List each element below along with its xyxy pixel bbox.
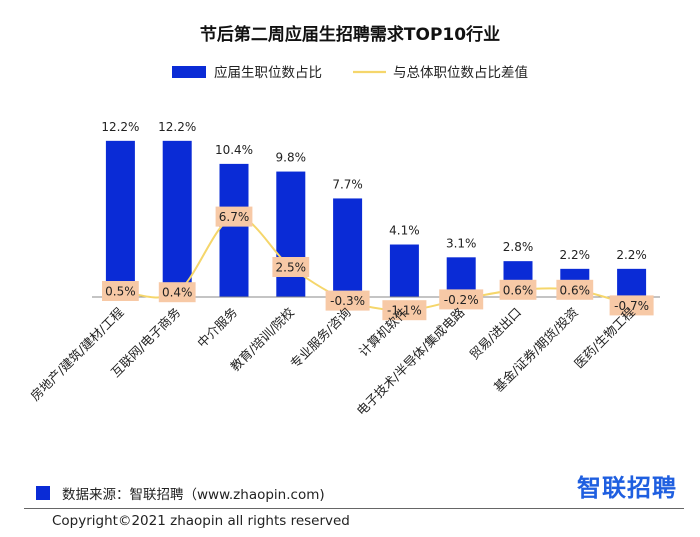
difference-label: 0.4% (158, 282, 196, 303)
difference-label: 6.7% (215, 206, 253, 227)
difference-label-text: 0.6% (560, 283, 591, 297)
difference-label-text: 0.4% (162, 286, 193, 300)
difference-label-text: 2.5% (276, 261, 307, 275)
copyright: Copyright©2021 zhaopin all rights reserv… (52, 513, 350, 529)
bar (219, 163, 249, 297)
chart: 节后第二周应届生招聘需求TOP10行业 应届生职位数占比 与总体职位数占比差值 … (27, 24, 660, 418)
difference-label: -1.1% (382, 300, 427, 321)
difference-label-box (158, 282, 196, 303)
legend-bar-swatch (172, 66, 206, 78)
bar-value-labels: 12.2% 12.2% 10.4% 9.8% 7.7% 4.1% 3.1% 2.8% 2.2% 2… (101, 120, 647, 262)
bar-value-label: 12.2% (101, 120, 139, 134)
bar-value-label: 2.2% (560, 248, 591, 262)
x-tick-label: 专业服务/咨询 (287, 305, 354, 372)
difference-label: 2.5% (272, 257, 310, 277)
difference-label-box (102, 281, 139, 301)
bar (617, 268, 647, 297)
difference-label-box (215, 206, 253, 227)
bar-value-label: 12.2% (158, 120, 196, 134)
difference-label-box (499, 279, 537, 300)
difference-label-text: -0.7% (614, 299, 649, 313)
legend-line-label: 与总体职位数占比差值 (393, 65, 528, 81)
bar (105, 140, 135, 297)
difference-label: 0.6% (499, 279, 537, 300)
bar-value-label: 2.8% (503, 240, 534, 254)
difference-label-text: -0.2% (444, 293, 479, 307)
difference-label-box (439, 289, 484, 310)
bar-value-label: 2.2% (616, 248, 647, 262)
difference-label-text: -1.1% (387, 304, 422, 318)
footer-divider (24, 508, 684, 509)
chart-title: 节后第二周应届生招聘需求TOP10行业 (200, 24, 500, 45)
difference-label: -0.7% (609, 295, 654, 316)
legend-bar-label: 应届生职位数占比 (214, 64, 322, 81)
difference-label-text: 0.6% (503, 283, 534, 297)
bar (333, 198, 363, 297)
x-tick-label: 电子技术/半导体/集成电路 (354, 304, 468, 418)
bar-value-label: 9.8% (276, 151, 307, 165)
x-tick-label: 房地产/建筑/建材/工程 (27, 304, 126, 403)
difference-label: 0.5% (102, 281, 139, 301)
difference-label-text: -0.3% (330, 294, 365, 308)
source-square-icon (36, 486, 50, 500)
bar (162, 140, 192, 297)
x-tick-label: 贸易/进出口 (466, 305, 524, 363)
x-tick-label: 中介服务 (194, 305, 240, 351)
legend: 应届生职位数占比 与总体职位数占比差值 (172, 64, 528, 81)
difference-label-box (382, 300, 427, 321)
zhaopin-logo: 智联招聘 (577, 474, 677, 502)
data-source-text: 数据来源：智联招聘（www.zhaopin.com) (62, 487, 325, 503)
difference-label: -0.2% (439, 289, 484, 310)
bar-value-label: 10.4% (215, 143, 253, 157)
difference-line (120, 215, 632, 312)
data-source: 数据来源：智联招聘（www.zhaopin.com) (36, 483, 325, 503)
difference-label-box (272, 257, 310, 277)
difference-label-text: 6.7% (219, 210, 250, 224)
bar-series (105, 140, 647, 297)
bar (389, 244, 419, 297)
difference-label-box (325, 290, 370, 311)
x-tick-labels: 房地产/建筑/建材/工程互联网/电子商务 中介服务教育/培训/院校专业服务/咨询计… (27, 304, 638, 418)
bar-value-label: 3.1% (446, 236, 477, 250)
x-tick-label: 医药/生物工程 (571, 304, 638, 371)
bar-value-label: 4.1% (389, 224, 420, 238)
difference-label-text: 0.5% (105, 285, 136, 299)
difference-label: 0.6% (556, 279, 594, 300)
difference-label-box (556, 279, 594, 300)
difference-labels: 0.5% 0.4% 6.7% 2.5% -0.3% -1.1% -0.2% 0.6% 0.6% -… (102, 206, 654, 321)
difference-label: -0.3% (325, 290, 370, 311)
difference-label-box (609, 295, 654, 316)
bar (276, 171, 306, 297)
bar-value-label: 7.7% (332, 177, 363, 191)
